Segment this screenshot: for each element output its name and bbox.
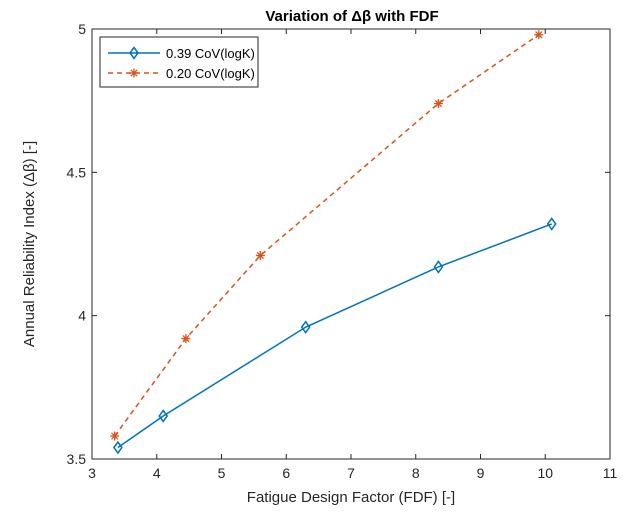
x-tick-label: 4 <box>153 465 161 481</box>
series-2-point <box>181 334 191 344</box>
series-2-point <box>433 99 443 109</box>
legend-marker-1 <box>129 46 139 60</box>
legend-box <box>99 36 259 88</box>
legend-label-2: 0.20 CoV(logK) <box>166 66 255 81</box>
x-tick-label: 7 <box>347 465 355 481</box>
legend-diamond-marker <box>129 46 139 60</box>
x-tick-label: 3 <box>88 465 96 481</box>
x-axis: 3 4 5 6 7 8 9 10 11 <box>88 29 617 481</box>
series-line-2 <box>114 34 540 437</box>
x-tick-label: 9 <box>477 465 485 481</box>
y-tick-label: 4.5 <box>67 164 87 180</box>
series-1-point <box>113 440 123 455</box>
x-axis-label: Fatigue Design Factor (FDF) [-] <box>247 489 455 506</box>
series-1-point <box>546 217 557 231</box>
legend: 0.39 CoV(logK) 0.20 CoV(logK) <box>99 36 259 88</box>
y-tick-label: 4 <box>78 308 86 324</box>
series-2-point <box>534 30 544 40</box>
series-line-1 <box>117 223 552 449</box>
series-1-point <box>433 260 444 274</box>
y-tick-label: 3.5 <box>67 451 87 467</box>
x-tick-label: 11 <box>603 465 618 481</box>
x-tick-label: 5 <box>218 465 226 481</box>
series-2-point <box>110 431 120 441</box>
legend-asterisk-marker <box>129 68 139 78</box>
series-2-point <box>255 250 265 260</box>
x-tick-label: 8 <box>412 465 420 481</box>
chart-title: Variation of Δβ with FDF <box>265 8 438 25</box>
series-layer <box>110 30 557 455</box>
x-tick-label: 10 <box>537 465 553 481</box>
y-axis-label: Annual Reliability Index (Δβ) [-] <box>21 141 38 347</box>
series-1-point <box>158 409 169 423</box>
series-1-point <box>300 320 311 334</box>
legend-marker-2 <box>129 68 139 78</box>
y-tick-label: 5 <box>78 21 86 37</box>
plot-area <box>91 28 611 460</box>
x-tick-label: 6 <box>282 465 290 481</box>
y-axis: 3.5 4 4.5 5 <box>67 21 610 467</box>
legend-label-1: 0.39 CoV(logK) <box>166 46 255 61</box>
